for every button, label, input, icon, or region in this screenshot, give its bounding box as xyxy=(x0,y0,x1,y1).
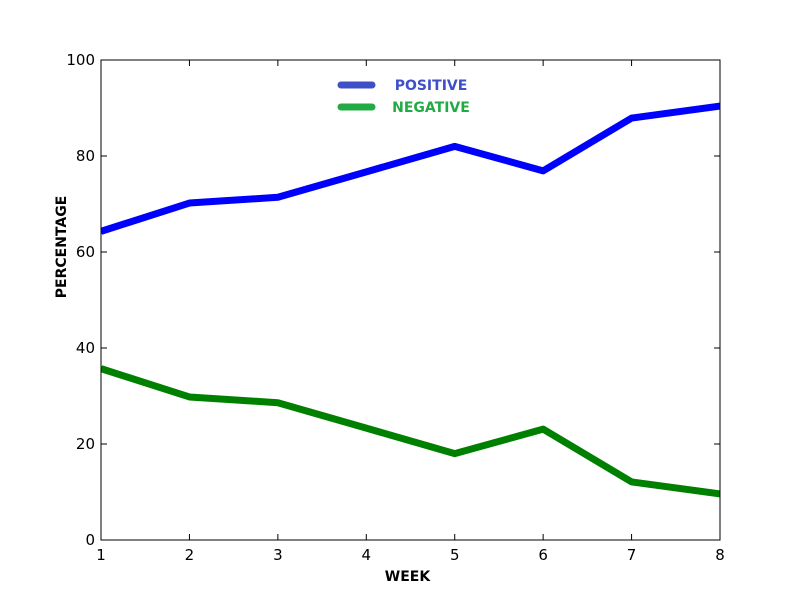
legend-label-positive: POSITIVE xyxy=(395,78,468,94)
series-lines xyxy=(101,102,720,498)
x-tick-label: 2 xyxy=(185,546,195,564)
y-axis-label: PERCENTAGE xyxy=(54,196,70,299)
x-tick-label: 1 xyxy=(96,546,106,564)
legend: POSITIVE NEGATIVE xyxy=(337,78,470,116)
legend-label-negative: NEGATIVE xyxy=(392,100,470,116)
plot-area: 0 20 40 60 80 100 1 2 3 4 5 6 7 8 POSITIVE NEGATIVE xyxy=(66,51,724,564)
y-tick-label: 0 xyxy=(85,531,95,549)
y-tick-label: 60 xyxy=(76,243,95,261)
axes-frame xyxy=(100,59,721,541)
x-tick-label: 8 xyxy=(715,546,725,564)
x-axis-label: WEEK xyxy=(385,569,432,585)
x-tick-label: 5 xyxy=(450,546,460,564)
x-tick-label: 7 xyxy=(627,546,637,564)
x-tick-label: 3 xyxy=(273,546,283,564)
y-tick-label: 100 xyxy=(66,51,95,69)
series-line-negative xyxy=(101,365,720,498)
x-tick-label: 6 xyxy=(538,546,548,564)
y-tick-label: 40 xyxy=(76,339,95,357)
series-line-positive xyxy=(101,102,720,235)
y-tick-label: 20 xyxy=(76,435,95,453)
y-tick-label: 80 xyxy=(76,147,95,165)
x-tick-label: 4 xyxy=(362,546,372,564)
